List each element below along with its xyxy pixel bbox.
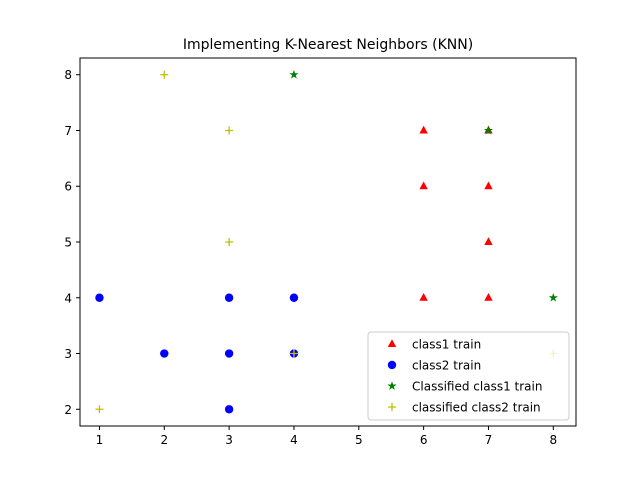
data-point: [419, 181, 428, 190]
x-tick-label: 3: [225, 433, 233, 447]
legend-item: class2 train: [387, 359, 481, 373]
data-point: [419, 292, 428, 301]
data-point: [484, 237, 493, 245]
x-tick-label: 6: [420, 433, 428, 447]
y-tick-label: 5: [64, 236, 72, 250]
x-tick-label: 7: [485, 433, 493, 447]
data-point: [484, 292, 493, 301]
data-point: [95, 405, 104, 414]
y-tick-label: 7: [64, 124, 72, 138]
data-point: [289, 293, 299, 302]
data-point: [548, 292, 558, 302]
data-point: [484, 181, 493, 190]
y-tick-label: 3: [64, 347, 72, 361]
data-point: [160, 349, 169, 358]
data-point: [289, 69, 299, 79]
legend: class1 train class2 train Classified class…: [367, 331, 570, 421]
legend-marker: [387, 381, 397, 390]
y-tick-label: 6: [64, 180, 72, 194]
y-tick-label: 8: [64, 68, 72, 82]
legend-item: Classified class1 train: [387, 380, 542, 394]
series-1: [95, 293, 299, 414]
y-tick-label: 2: [64, 403, 72, 417]
legend-label: classified class2 train: [412, 401, 541, 415]
legend-item: classified class2 train: [388, 401, 541, 415]
legend-item: class1 train: [387, 338, 481, 352]
chart-title: Implementing K-Nearest Neighbors (KNN): [183, 37, 473, 53]
data-point: [224, 405, 234, 414]
legend-label: class2 train: [412, 359, 481, 373]
series-2: [289, 69, 558, 302]
legend-marker: [387, 339, 397, 347]
data-point: [483, 125, 494, 135]
legend-label: Classified class1 train: [412, 380, 542, 394]
data-point: [95, 293, 104, 302]
legend-label: class1 train: [412, 338, 481, 352]
data-point: [225, 238, 234, 246]
data-point: [160, 70, 169, 79]
legend-box: [367, 331, 570, 421]
x-tick-label: 2: [160, 433, 168, 447]
data-point: [289, 349, 298, 358]
x-tick-label: 5: [355, 433, 363, 447]
y-axis: 2 3 4 5 6 7 8: [64, 68, 80, 417]
legend-marker: [388, 403, 396, 411]
data-point: [419, 125, 428, 134]
data-point: [224, 349, 234, 358]
data-point: [224, 293, 234, 302]
y-tick-label: 4: [64, 291, 72, 305]
x-axis: 1 2 3 4 5 6 7 8: [96, 426, 557, 447]
data-point: [225, 126, 234, 135]
x-tick-label: 1: [96, 433, 104, 447]
legend-marker: [387, 360, 397, 370]
data-layer: [95, 69, 558, 414]
x-tick-label: 8: [549, 433, 557, 447]
series-0: [419, 125, 493, 301]
x-tick-label: 4: [290, 433, 298, 447]
